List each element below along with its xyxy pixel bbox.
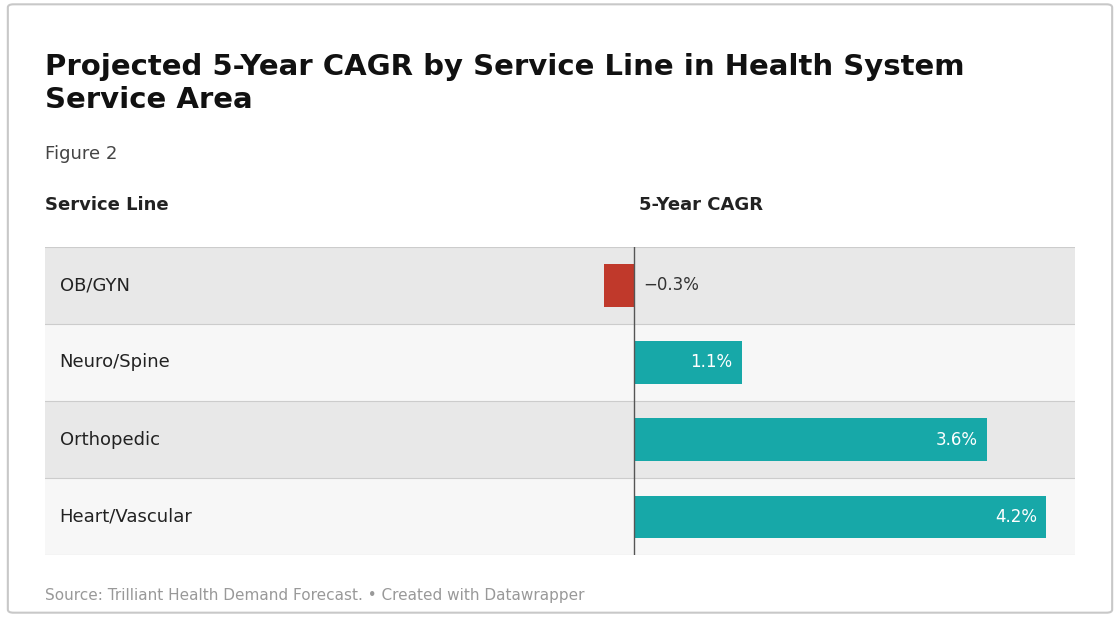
Bar — [604, 264, 634, 307]
Text: Service Line: Service Line — [45, 196, 168, 215]
Text: Heart/Vascular: Heart/Vascular — [59, 508, 193, 526]
Text: 1.1%: 1.1% — [691, 354, 732, 371]
Text: OB/GYN: OB/GYN — [59, 276, 130, 294]
Bar — [634, 341, 741, 384]
Bar — [45, 247, 1075, 324]
Text: 4.2%: 4.2% — [995, 508, 1037, 526]
Bar — [634, 495, 1046, 538]
Text: Figure 2: Figure 2 — [45, 145, 118, 164]
Bar — [45, 478, 1075, 555]
Text: −0.3%: −0.3% — [643, 276, 699, 294]
Bar — [45, 324, 1075, 401]
Text: Neuro/Spine: Neuro/Spine — [59, 354, 170, 371]
Text: 5-Year CAGR: 5-Year CAGR — [640, 196, 763, 215]
Text: 3.6%: 3.6% — [936, 431, 978, 449]
Bar — [45, 401, 1075, 478]
Text: Source: Trilliant Health Demand Forecast. • Created with Datawrapper: Source: Trilliant Health Demand Forecast… — [45, 588, 585, 603]
Text: Orthopedic: Orthopedic — [59, 431, 159, 449]
Text: Projected 5-Year CAGR by Service Line in Health System
Service Area: Projected 5-Year CAGR by Service Line in… — [45, 52, 964, 114]
Bar — [634, 418, 987, 461]
